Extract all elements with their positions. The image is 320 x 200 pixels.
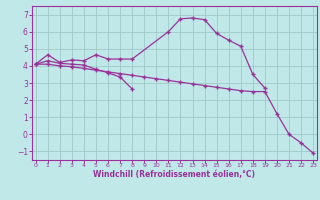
X-axis label: Windchill (Refroidissement éolien,°C): Windchill (Refroidissement éolien,°C) [93,170,255,179]
